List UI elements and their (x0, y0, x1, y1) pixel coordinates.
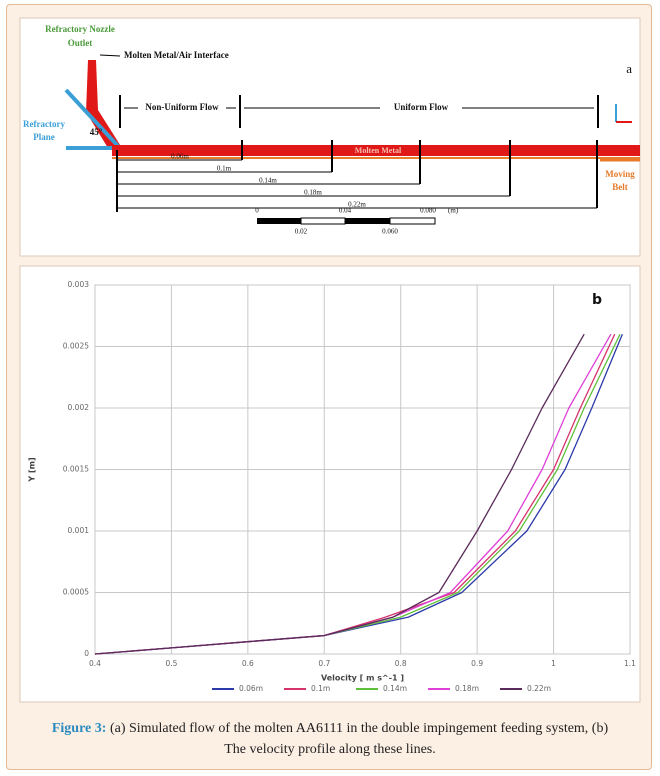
label: 45° (90, 127, 103, 137)
scale-seg (345, 218, 390, 224)
label: Molten Metal/Air Interface (124, 50, 229, 60)
figure: Refractory Nozzle Outlet Molten Metal/Ai… (0, 0, 660, 710)
x-axis-label: Velocity [ m s^-1 ] (321, 674, 404, 683)
label: Moving (605, 169, 635, 179)
caption-text: (a) Simulated flow of the molten AA6111 … (110, 721, 608, 757)
legend-label: 0.18m (455, 684, 479, 693)
legend-label: 0.06m (239, 684, 263, 693)
y-tick-label: 0.0005 (63, 588, 89, 597)
scale-seg (257, 218, 301, 224)
legend-label: 0.1m (311, 684, 330, 693)
y-axis-label: Y [m] (28, 457, 37, 482)
x-tick-label: 0.9 (471, 659, 483, 668)
scale-label: 0.080 (420, 207, 436, 215)
x-tick-label: 1.1 (624, 659, 636, 668)
distance-label: 0.14m (259, 177, 277, 185)
distance-label: 0.1m (217, 165, 232, 173)
label: Uniform Flow (394, 102, 449, 112)
page: Refractory Nozzle Outlet Molten Metal/Ai… (0, 0, 660, 776)
caption-label: Figure 3: (52, 721, 107, 736)
panel-label: a (626, 61, 632, 76)
x-tick-label: 1 (551, 659, 556, 668)
scale-bar (257, 218, 435, 224)
x-tick-label: 0.4 (89, 659, 101, 668)
label: Plane (33, 132, 55, 142)
scale-label: 0.02 (295, 228, 308, 236)
label: Refractory (23, 119, 65, 129)
scale-label: 0.04 (339, 207, 352, 215)
legend-label: 0.14m (383, 684, 407, 693)
distance-label: 0.06m (171, 153, 189, 161)
scale-label: 0.060 (382, 228, 398, 236)
panel-label: b (592, 292, 602, 308)
legend-label: 0.22m (527, 684, 551, 693)
scale-seg (390, 218, 435, 224)
label: Refractory Nozzle (45, 24, 115, 34)
y-tick-label: 0.0015 (63, 465, 89, 474)
y-tick-label: 0 (84, 649, 89, 658)
scale-seg (301, 218, 345, 224)
x-tick-label: 0.8 (395, 659, 407, 668)
label: Non-Uniform Flow (145, 102, 219, 112)
scale-label: 0 (255, 207, 259, 215)
caption: Figure 3: (a) Simulated flow of the molt… (40, 718, 620, 760)
panel-b (20, 266, 640, 702)
x-tick-label: 0.5 (165, 659, 177, 668)
x-tick-label: 0.7 (318, 659, 330, 668)
scale-label: (m) (448, 207, 459, 215)
label: Belt (612, 182, 628, 192)
label: Molten Metal (355, 146, 402, 155)
distance-label: 0.18m (304, 189, 322, 197)
y-tick-label: 0.002 (68, 403, 90, 412)
y-tick-label: 0.001 (68, 526, 90, 535)
label: Outlet (68, 38, 93, 48)
y-tick-label: 0.003 (68, 280, 90, 289)
y-tick-label: 0.0025 (63, 342, 89, 351)
x-tick-label: 0.6 (242, 659, 254, 668)
